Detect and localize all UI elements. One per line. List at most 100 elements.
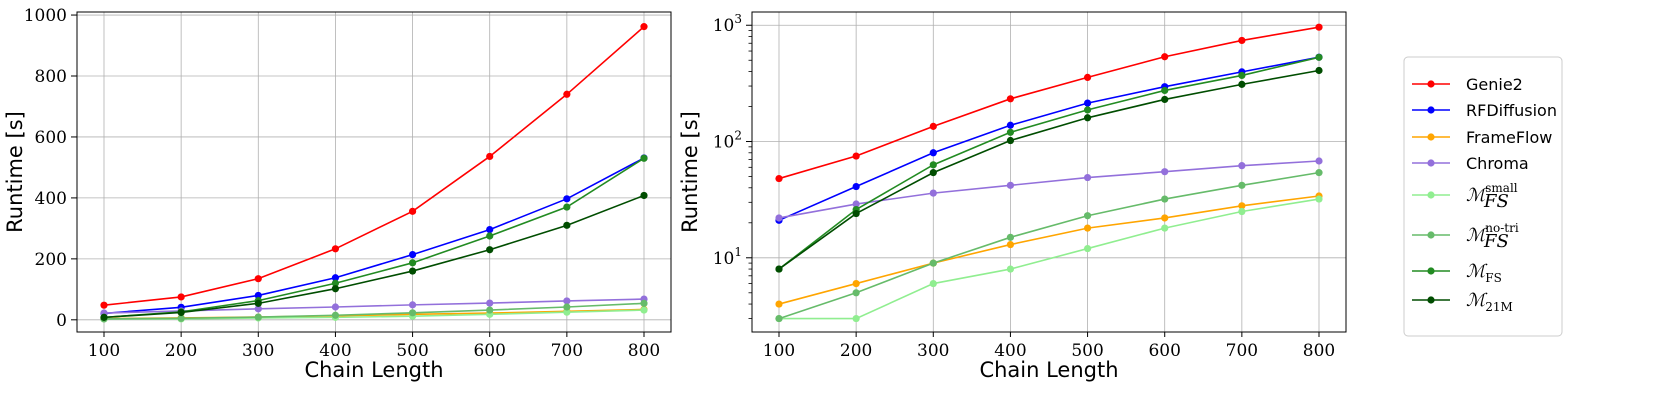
legend-swatch-marker bbox=[1427, 80, 1435, 88]
data-point-chroma bbox=[1315, 157, 1323, 165]
x-axis-ticks: 100 200 300 400 500 600 700 800 bbox=[88, 332, 660, 361]
legend-label-subscript: FS bbox=[1485, 271, 1502, 285]
x-tick-label: 500 bbox=[396, 341, 428, 361]
legend-label-symbol: ℳ bbox=[1466, 225, 1488, 246]
data-point-m21m bbox=[1083, 114, 1092, 122]
series-rfdiffusion bbox=[100, 154, 648, 318]
y-tick-label: 0 bbox=[56, 311, 67, 331]
series-line-mfs bbox=[778, 56, 1320, 270]
legend-item-genie2: Genie2 bbox=[1412, 75, 1523, 94]
series-mfs_notri bbox=[775, 169, 1323, 323]
y-tick-exponent: 1 bbox=[734, 245, 742, 259]
series-line-frameflow bbox=[778, 195, 1320, 305]
data-point-mfs_notri bbox=[331, 311, 340, 319]
series-line-chroma bbox=[778, 160, 1320, 219]
legend-label-subscript: 21M bbox=[1485, 300, 1513, 314]
data-point-rfdiffusion bbox=[563, 195, 571, 203]
x-tick-label: 800 bbox=[628, 341, 660, 361]
y-tick-exponent: 2 bbox=[734, 129, 742, 143]
series-genie2 bbox=[775, 23, 1323, 183]
y-axis-ticks: 0 200 400 600 800 1000 bbox=[24, 6, 77, 331]
legend-label-symbol: ℳ bbox=[1466, 290, 1488, 311]
data-point-mfs bbox=[1161, 86, 1169, 95]
data-point-chroma bbox=[254, 305, 262, 313]
data-point-mfs_notri bbox=[1238, 181, 1246, 189]
data-point-mfs_notri bbox=[852, 289, 860, 297]
series-line-mfs bbox=[103, 157, 645, 319]
x-tick-label: 400 bbox=[994, 341, 1026, 361]
x-tick-label: 300 bbox=[242, 341, 274, 361]
data-point-genie2 bbox=[177, 293, 185, 301]
legend-swatch-marker bbox=[1427, 231, 1435, 239]
y-tick-base: 10 bbox=[713, 133, 735, 153]
x-tick-label: 300 bbox=[917, 341, 949, 361]
data-point-m21m bbox=[486, 246, 494, 254]
data-point-m21m bbox=[254, 299, 262, 307]
plot-frame bbox=[76, 11, 672, 333]
y-tick-label: 200 bbox=[35, 250, 67, 270]
legend-item-chroma: Chroma bbox=[1412, 154, 1529, 173]
x-tick-label: 100 bbox=[763, 341, 795, 361]
data-point-mfs_small bbox=[1238, 207, 1246, 216]
y-tick-base: 10 bbox=[713, 16, 735, 36]
data-point-chroma bbox=[331, 303, 340, 311]
x-tick-label: 700 bbox=[551, 341, 583, 361]
x-tick-label: 500 bbox=[1071, 341, 1103, 361]
y-tick-label: 800 bbox=[35, 67, 67, 87]
data-point-m21m bbox=[1315, 66, 1323, 75]
data-point-mfs_notri bbox=[929, 259, 937, 267]
data-point-m21m bbox=[1006, 136, 1015, 145]
x-tick-label: 200 bbox=[165, 341, 197, 361]
data-point-m21m bbox=[775, 265, 783, 273]
legend-item-mfs: ℳFS bbox=[1412, 261, 1502, 285]
data-point-genie2 bbox=[852, 152, 860, 160]
data-point-chroma bbox=[929, 189, 937, 197]
legend-item-rfdiffusion: RFDiffusion bbox=[1412, 101, 1557, 120]
series-line-genie2 bbox=[103, 26, 645, 306]
data-point-chroma bbox=[1083, 173, 1092, 182]
y-tick-label: 101 bbox=[713, 245, 742, 269]
series-line-rfdiffusion bbox=[103, 157, 645, 315]
legend-item-frameflow: FrameFlow bbox=[1412, 128, 1552, 147]
plot-frame bbox=[751, 11, 1347, 333]
series-rfdiffusion bbox=[775, 53, 1323, 224]
data-point-m21m bbox=[408, 267, 417, 275]
series-line-mfs_small bbox=[779, 198, 1320, 320]
legend-label: FrameFlow bbox=[1466, 128, 1552, 147]
data-point-mfs_notri bbox=[177, 314, 185, 322]
y-tick-label: 400 bbox=[35, 189, 67, 209]
data-point-mfs bbox=[486, 232, 494, 240]
x-axis-label: Chain Length bbox=[979, 358, 1118, 382]
data-point-genie2 bbox=[1238, 36, 1246, 45]
data-point-genie2 bbox=[408, 207, 417, 215]
y-tick-label: 103 bbox=[713, 12, 742, 36]
data-point-mfs_small bbox=[563, 308, 571, 316]
legend-item-m21m: ℳ21M bbox=[1412, 290, 1513, 314]
data-point-rfdiffusion bbox=[929, 149, 937, 157]
grid bbox=[77, 12, 671, 332]
data-point-chroma bbox=[1006, 181, 1015, 189]
data-point-chroma bbox=[408, 301, 417, 309]
x-tick-label: 400 bbox=[319, 341, 351, 361]
chart-panel-1: 100 200 300 400 500 600 700 8000200400600800100… bbox=[3, 6, 672, 382]
data-point-mfs bbox=[331, 279, 340, 287]
legend-box bbox=[1403, 56, 1563, 337]
y-tick-label: 102 bbox=[713, 129, 742, 153]
x-tick-label: 600 bbox=[1148, 341, 1180, 361]
data-point-frameflow bbox=[775, 300, 783, 308]
data-point-mfs_notri bbox=[1006, 233, 1015, 241]
data-point-genie2 bbox=[1006, 95, 1015, 103]
legend-label-symbol: ℳ bbox=[1466, 185, 1488, 206]
series-line-genie2 bbox=[778, 26, 1320, 180]
data-point-m21m bbox=[100, 313, 108, 321]
data-point-m21m bbox=[331, 285, 340, 293]
data-point-mfs_small bbox=[852, 314, 860, 323]
legend-swatch-marker bbox=[1427, 267, 1435, 275]
legend: Genie2 RFDiffusion FrameFlow Chroma ℳsmallFS… bbox=[1403, 56, 1563, 337]
series-m21m bbox=[775, 66, 1323, 273]
data-point-mfs_notri bbox=[775, 314, 783, 323]
